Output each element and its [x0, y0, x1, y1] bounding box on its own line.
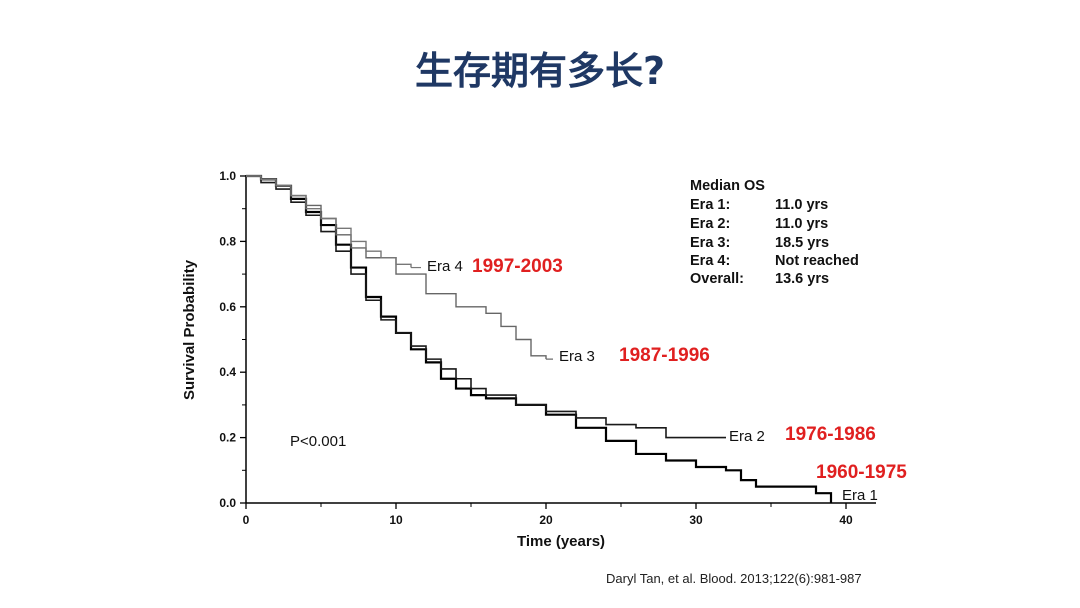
y-tick-label: 0.4: [219, 365, 236, 379]
legend-row-label: Era 1:: [690, 197, 730, 213]
era-4-years: 1997-2003: [472, 256, 563, 277]
legend-row-label: Era 2:: [690, 216, 730, 232]
era-2-label: Era 2: [729, 428, 765, 445]
x-tick-label: 30: [689, 513, 703, 527]
x-tick-label: 10: [389, 513, 403, 527]
y-axis-label: Survival Probability: [181, 259, 198, 400]
era-1-years: 1960-1975: [816, 462, 907, 483]
legend-row-value: 11.0 yrs: [775, 197, 828, 213]
series-line-era-4: [246, 175, 412, 268]
y-tick-label: 0.6: [219, 300, 236, 314]
y-tick-label: 0.2: [219, 431, 236, 445]
x-tick-label: 40: [839, 513, 853, 527]
y-tick-label: 1.0: [219, 169, 236, 183]
x-tick-label: 0: [243, 513, 250, 527]
series-line-era-2: [246, 175, 726, 439]
x-tick-label: 20: [539, 513, 553, 527]
y-tick-label: 0.8: [219, 234, 236, 248]
median-os-legend: Median OS Era 1: 11.0 yrs Era 2: 11.0 yr…: [690, 178, 859, 287]
survival-curves: [246, 174, 833, 503]
y-tick-label: 0.0: [219, 496, 236, 510]
legend-row-value: 18.5 yrs: [775, 235, 829, 251]
legend-row-label: Era 3:: [690, 235, 730, 251]
legend-row-value: 11.0 yrs: [775, 216, 828, 232]
p-value-annotation: P<0.001: [290, 433, 346, 450]
citation: Daryl Tan, et al. Blood. 2013;122(6):981…: [606, 571, 862, 586]
legend-row-label: Era 4:: [690, 253, 730, 269]
era-3-years: 1987-1996: [619, 345, 710, 366]
legend-header: Median OS: [690, 178, 765, 194]
era-3-label: Era 3: [559, 348, 595, 365]
legend-row-label: Overall:: [690, 271, 744, 287]
era-2-years: 1976-1986: [785, 424, 876, 445]
legend-row-value: Not reached: [775, 253, 859, 269]
era-4-label: Era 4: [427, 258, 463, 275]
series-line-era-1: [246, 174, 833, 503]
slide-title: 生存期有多长?: [414, 49, 666, 93]
x-axis-label: Time (years): [517, 533, 605, 550]
era-1-label: Era 1: [842, 487, 878, 504]
ticks: 0 10 20 30 40 0.0 0.2 0.4 0.6 0.8 1.0: [219, 169, 853, 527]
legend-row-value: 13.6 yrs: [775, 271, 829, 287]
